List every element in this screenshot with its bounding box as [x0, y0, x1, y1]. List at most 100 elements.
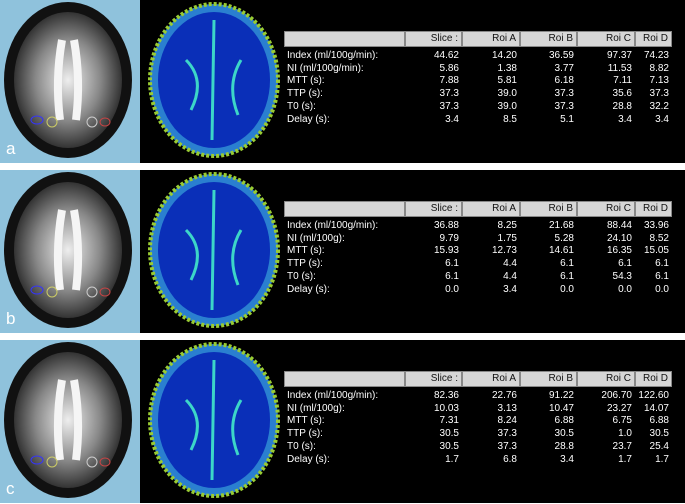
- table-cell: 25.4: [649, 440, 669, 452]
- table-cell: 82.36: [433, 390, 459, 401]
- table-cell: 7.88: [439, 75, 459, 87]
- table-header-cell: Roi B: [520, 371, 577, 387]
- table-cell: 7.11: [613, 75, 632, 87]
- roi: [46, 116, 58, 128]
- table-cell: 6.1: [445, 270, 459, 282]
- table-header-cell: Roi C: [577, 201, 635, 217]
- row-label: TTP (s):: [287, 428, 323, 440]
- figure-panel: a Slice : Roi A Roi B Roi C Roi D Index (ml/1…: [0, 0, 685, 163]
- row-label: Delay (s):: [287, 453, 330, 465]
- table-header-cell: [284, 201, 405, 217]
- table-cell: 8.24: [497, 415, 517, 427]
- table-cell: 6.1: [655, 258, 669, 270]
- roi: [86, 456, 98, 468]
- table-cell: 6.88: [649, 415, 669, 427]
- table-cell: 88.44: [606, 220, 632, 231]
- row-label: NI (ml/100g):: [287, 402, 345, 414]
- table-header-cell: Roi C: [577, 31, 635, 47]
- row-label: NI (ml/100g):: [287, 232, 345, 244]
- table-cell: 206.70: [601, 390, 632, 401]
- table-cell: 9.79: [439, 232, 459, 244]
- table-cell: 5.1: [560, 113, 574, 125]
- table-cell: 37.3: [497, 440, 517, 452]
- roi: [99, 287, 111, 297]
- brain: [14, 182, 122, 318]
- table-cell: 14.07: [643, 402, 669, 414]
- table-cell: 28.8: [612, 100, 632, 112]
- table-cell: 39.0: [497, 100, 517, 112]
- table-cell: 6.1: [445, 258, 459, 270]
- table-cell: 10.03: [433, 402, 459, 414]
- grayscale-pane: c: [0, 340, 140, 503]
- table-cell: 37.3: [554, 88, 574, 100]
- table-cell: 6.1: [560, 270, 574, 282]
- table-header-cell: Roi A: [462, 31, 520, 47]
- table-header-cell: Slice :: [405, 31, 462, 47]
- map-vessels: [184, 19, 243, 141]
- table-cell: 23.27: [606, 402, 632, 414]
- ventricle: [53, 379, 83, 461]
- table-cell: 6.88: [554, 415, 574, 427]
- table-cell: 122.60: [638, 390, 669, 401]
- table-cell: 36.59: [548, 50, 574, 61]
- table-cell: 7.31: [439, 415, 459, 427]
- table-cell: 6.1: [560, 258, 574, 270]
- table-cell: 44.62: [433, 50, 459, 61]
- row-label: T0 (s):: [287, 440, 316, 452]
- table-cell: 39.0: [497, 88, 517, 100]
- roi: [30, 115, 44, 125]
- table-cell: 30.5: [554, 428, 574, 440]
- table-cell: 8.5: [503, 113, 517, 125]
- figure-panel: b Slice : Roi A Roi B Roi C Roi D Index (ml/1…: [0, 170, 685, 333]
- table-cell: 5.28: [554, 232, 574, 244]
- roi: [46, 456, 58, 468]
- table-cell: 4.4: [503, 258, 517, 270]
- table-cell: 6.1: [655, 270, 669, 282]
- row-label: T0 (s):: [287, 100, 316, 112]
- table-cell: 15.05: [643, 245, 669, 257]
- row-label: Index (ml/100g/min):: [287, 220, 379, 231]
- table-cell: 0.0: [618, 283, 632, 295]
- row-label: Delay (s):: [287, 113, 330, 125]
- roi: [86, 286, 98, 298]
- table-cell: 10.47: [548, 402, 574, 414]
- table-cell: 37.3: [649, 88, 669, 100]
- table-cell: 3.4: [618, 113, 632, 125]
- roi: [46, 286, 58, 298]
- row-label: TTP (s):: [287, 258, 323, 270]
- table-cell: 24.10: [606, 232, 632, 244]
- table-cell: 22.76: [491, 390, 517, 401]
- roi: [30, 455, 44, 465]
- row-label: MTT (s):: [287, 415, 325, 427]
- table-header-cell: Roi D: [635, 371, 672, 387]
- map-vessels: [184, 189, 243, 311]
- table-cell: 54.3: [612, 270, 632, 282]
- figure-panel: c Slice : Roi A Roi B Roi C Roi D Index (ml/1…: [0, 340, 685, 503]
- panel-label: b: [6, 309, 16, 328]
- table-cell: 30.5: [439, 440, 459, 452]
- table-cell: 3.4: [655, 113, 669, 125]
- table-header-cell: Slice :: [405, 371, 462, 387]
- panel-label: a: [6, 139, 16, 158]
- table-cell: 1.0: [618, 428, 632, 440]
- row-label: Index (ml/100g/min):: [287, 390, 379, 401]
- table-cell: 4.4: [503, 270, 517, 282]
- table-cell: 91.22: [548, 390, 574, 401]
- table-cell: 11.53: [607, 62, 632, 74]
- table-cell: 30.5: [649, 428, 669, 440]
- table-cell: 35.6: [612, 88, 632, 100]
- table-cell: 3.4: [560, 453, 574, 465]
- roi: [99, 457, 111, 467]
- table-cell: 14.61: [548, 245, 574, 257]
- panel-label: c: [6, 479, 15, 498]
- table-cell: 14.20: [491, 50, 517, 61]
- table-cell: 33.96: [643, 220, 669, 231]
- table-header-cell: Roi B: [520, 31, 577, 47]
- table-cell: 0.0: [655, 283, 669, 295]
- table-header-cell: Roi D: [635, 201, 672, 217]
- table-header-cell: Roi B: [520, 201, 577, 217]
- grayscale-pane: a: [0, 0, 140, 163]
- row-label: MTT (s):: [287, 75, 325, 87]
- row-label: T0 (s):: [287, 270, 316, 282]
